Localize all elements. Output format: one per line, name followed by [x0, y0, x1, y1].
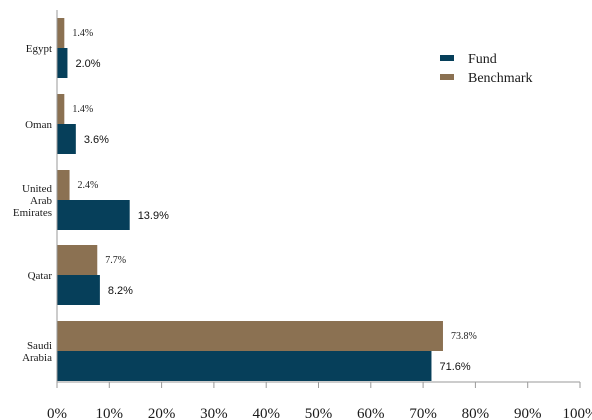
plot-area: 1.4% 2.0% 1.4% 3.6% 2.4% 13.9% 7.7% 8.2% 73.8% 71… — [57, 18, 477, 381]
category-label-qatar: Qatar — [28, 270, 53, 282]
legend-label-benchmark: Benchmark — [468, 71, 533, 86]
data-label-fund-qatar: 8.2% — [108, 285, 133, 297]
x-tick-label-100: 100% — [563, 406, 592, 420]
x-tick-label-70: 70% — [409, 406, 437, 420]
bar-benchmark-saudi-arabia — [57, 321, 443, 351]
bar-benchmark-qatar — [57, 245, 98, 275]
bar-fund-united-arab-emirates — [57, 200, 130, 230]
legend-swatch-fund — [440, 55, 454, 61]
x-tick-label-30: 30% — [200, 406, 228, 420]
data-label-benchmark-saudi-arabia: 73.8% — [451, 331, 477, 342]
x-tick-label-50: 50% — [305, 406, 333, 420]
legend-swatch-benchmark — [440, 74, 454, 80]
bar-fund-egypt — [57, 48, 68, 78]
data-label-benchmark-united-arab-emirates: 2.4% — [78, 180, 99, 191]
bar-fund-qatar — [57, 275, 100, 305]
legend: Fund Benchmark — [440, 52, 533, 86]
x-tick-label-90: 90% — [514, 406, 542, 420]
x-tick-label-80: 80% — [462, 406, 490, 420]
data-label-benchmark-oman: 1.4% — [72, 104, 93, 115]
data-label-fund-egypt: 2.0% — [75, 58, 100, 70]
category-label-oman: Oman — [25, 119, 52, 131]
x-tick-label-20: 20% — [148, 406, 176, 420]
category-label-egypt: Egypt — [26, 43, 52, 55]
x-tick-label-40: 40% — [252, 406, 280, 420]
axes: Egypt Oman United Arab Emirates Qatar Saudi Ara… — [13, 10, 592, 420]
data-label-fund-united-arab-emirates: 13.9% — [138, 210, 169, 222]
data-label-fund-saudi-arabia: 71.6% — [439, 361, 470, 373]
x-tick-label-10: 10% — [96, 406, 124, 420]
category-label-saudi-arabia: Saudi Arabia — [22, 340, 52, 364]
x-tick-label-0: 0% — [47, 406, 67, 420]
bar-benchmark-united-arab-emirates — [57, 170, 70, 200]
data-label-fund-oman: 3.6% — [84, 134, 109, 146]
data-label-benchmark-egypt: 1.4% — [72, 28, 93, 39]
bar-fund-saudi-arabia — [57, 351, 432, 381]
legend-label-fund: Fund — [468, 52, 497, 67]
bar-benchmark-egypt — [57, 18, 65, 48]
bar-fund-oman — [57, 124, 76, 154]
bar-benchmark-oman — [57, 94, 65, 124]
category-label-united-arab-emirates: United Arab Emirates — [13, 183, 53, 219]
data-label-benchmark-qatar: 7.7% — [105, 255, 126, 266]
x-tick-label-60: 60% — [357, 406, 385, 420]
